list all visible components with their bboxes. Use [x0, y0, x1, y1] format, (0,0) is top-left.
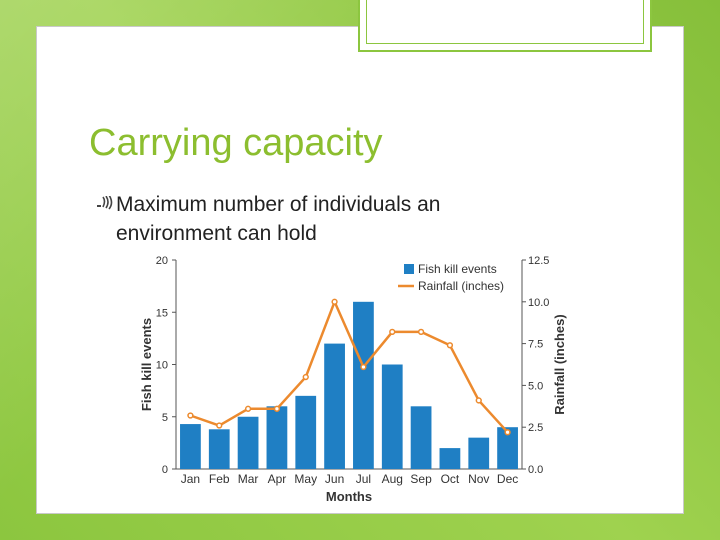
bar-mar: [237, 416, 259, 469]
y2-tick-label: 7.5: [528, 339, 543, 351]
x-axis-label: Months: [326, 489, 372, 504]
bar-may: [295, 395, 317, 469]
y2-axis-label: Rainfall (inches): [552, 314, 567, 414]
slide-title: Carrying capacity: [89, 122, 383, 164]
y2-tick-label: 10.0: [528, 297, 549, 309]
y2-tick-label: 0.0: [528, 464, 543, 476]
x-tick-label: Sep: [410, 472, 432, 486]
rainfall-point-jun: [331, 298, 338, 305]
legend-swatch-fish-kill: [404, 264, 414, 274]
decorative-frame: [358, 0, 652, 52]
bar-jan: [180, 424, 201, 469]
bar-oct: [439, 448, 461, 469]
x-tick-label: Oct: [441, 472, 460, 486]
bullet-item: Maximum number of individuals an environ…: [94, 190, 524, 248]
y2-tick-label: 12.5: [528, 255, 549, 267]
rainfall-point-oct: [446, 342, 454, 349]
rainfall-line: [190, 300, 509, 434]
bar-aug: [381, 364, 403, 469]
rainfall-point-aug: [389, 328, 396, 336]
bar-jul: [353, 301, 374, 469]
rainfall-point-jul: [360, 363, 367, 371]
x-tick-label: Apr: [268, 472, 287, 486]
bar-nov: [468, 437, 490, 469]
decorative-frame-inner: [366, 0, 644, 44]
rainfall-point-may: [302, 373, 309, 381]
x-tick-label: May: [294, 472, 317, 486]
rainfall-point-apr: [273, 405, 281, 412]
x-tick-label: Jul: [356, 472, 371, 486]
bar-sep: [410, 406, 432, 469]
rainfall-point-nov: [475, 397, 482, 404]
rainfall-point-feb: [216, 422, 223, 429]
fish-kill-rainfall-chart: 0 5 10 15 20 0.0 2.5 5.0 7.5 10.0 12.5 Jan Feb Mar Apr…: [139, 255, 567, 504]
rainfall-point-mar: [244, 405, 252, 412]
x-tick-label: Jun: [325, 472, 344, 486]
x-tick-label: Dec: [497, 472, 518, 486]
x-tick-label: Mar: [238, 472, 259, 486]
y2-tick-label: 5.0: [528, 380, 543, 392]
rainfall-point-dec: [504, 429, 511, 436]
y-axis-label: Fish kill events: [139, 318, 154, 411]
bullet-text: Maximum number of individuals an environ…: [116, 193, 441, 245]
x-tick-label: Aug: [382, 472, 403, 486]
bar-feb: [208, 429, 230, 469]
bar-apr: [266, 406, 288, 469]
x-tick-label: Jan: [181, 472, 200, 486]
x-tick-label: Feb: [209, 472, 230, 486]
y-tick-label: 20: [156, 255, 168, 267]
y-tick-label: 0: [162, 464, 168, 476]
bar-dec: [497, 427, 518, 469]
x-tick-label: Nov: [468, 472, 489, 486]
y-tick-label: 15: [156, 307, 168, 319]
bar-jun: [324, 343, 345, 469]
rainfall-point-jan: [187, 412, 194, 419]
signal-wave-icon: [97, 196, 113, 210]
y2-tick-label: 2.5: [528, 422, 543, 434]
legend-label-fish-kill: Fish kill events: [418, 262, 497, 276]
rainfall-point-sep: [417, 328, 425, 336]
y-tick-label: 5: [162, 412, 168, 424]
y-tick-label: 10: [156, 360, 168, 372]
legend-label-rainfall: Rainfall (inches): [418, 279, 504, 293]
